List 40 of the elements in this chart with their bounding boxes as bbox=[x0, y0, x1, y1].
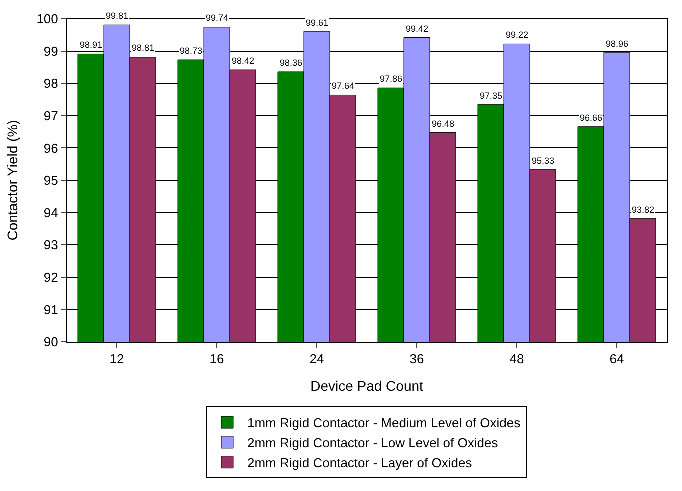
y-tick-label: 91 bbox=[44, 302, 58, 318]
y-tick-label: 98 bbox=[44, 76, 58, 92]
x-tick-label: 16 bbox=[210, 352, 224, 367]
x-axis-title: Device Pad Count bbox=[310, 378, 424, 394]
data-label: 99.74 bbox=[206, 13, 229, 23]
x-tick-label: 48 bbox=[510, 352, 524, 367]
data-label: 99.42 bbox=[406, 24, 429, 34]
x-tick-label: 12 bbox=[110, 352, 124, 367]
data-label: 99.81 bbox=[106, 11, 129, 21]
data-label: 97.86 bbox=[380, 74, 403, 84]
y-tick-label: 92 bbox=[44, 270, 58, 285]
x-tick-label: 36 bbox=[410, 352, 424, 367]
legend-label: 2mm Rigid Contactor - Low Level of Oxides bbox=[248, 436, 499, 451]
data-label: 99.22 bbox=[506, 30, 529, 40]
data-label: 97.64 bbox=[332, 81, 355, 91]
y-axis-title: Contactor Yield (%) bbox=[4, 120, 20, 241]
y-tick-label: 93 bbox=[44, 238, 58, 253]
data-label: 98.81 bbox=[132, 43, 155, 53]
x-tick-label: 64 bbox=[610, 352, 624, 367]
data-label: 98.96 bbox=[606, 39, 629, 49]
data-label: 98.42 bbox=[232, 56, 255, 66]
data-label: 93.82 bbox=[632, 205, 655, 215]
data-label: 95.33 bbox=[532, 156, 555, 166]
data-label: 96.48 bbox=[432, 119, 455, 129]
data-label: 96.66 bbox=[580, 113, 603, 123]
x-tick-label: 24 bbox=[310, 352, 324, 367]
y-tick-label: 90 bbox=[44, 334, 58, 350]
y-tick-label: 100 bbox=[36, 12, 58, 27]
y-tick-label: 94 bbox=[44, 205, 58, 220]
legend-label: 1mm Rigid Contactor - Medium Level of Oxides bbox=[248, 416, 522, 431]
data-label: 97.35 bbox=[480, 91, 503, 101]
data-label: 98.91 bbox=[80, 40, 103, 50]
legend-label: 2mm Rigid Contactor - Layer of Oxides bbox=[248, 455, 473, 470]
y-tick-label: 95 bbox=[44, 173, 58, 188]
data-label: 98.36 bbox=[280, 58, 303, 68]
y-tick-label: 99 bbox=[44, 44, 58, 59]
y-tick-label: 96 bbox=[44, 140, 58, 156]
data-label: 98.73 bbox=[180, 46, 203, 56]
y-tick-label: 97 bbox=[44, 108, 58, 124]
data-label: 99.61 bbox=[306, 18, 329, 28]
